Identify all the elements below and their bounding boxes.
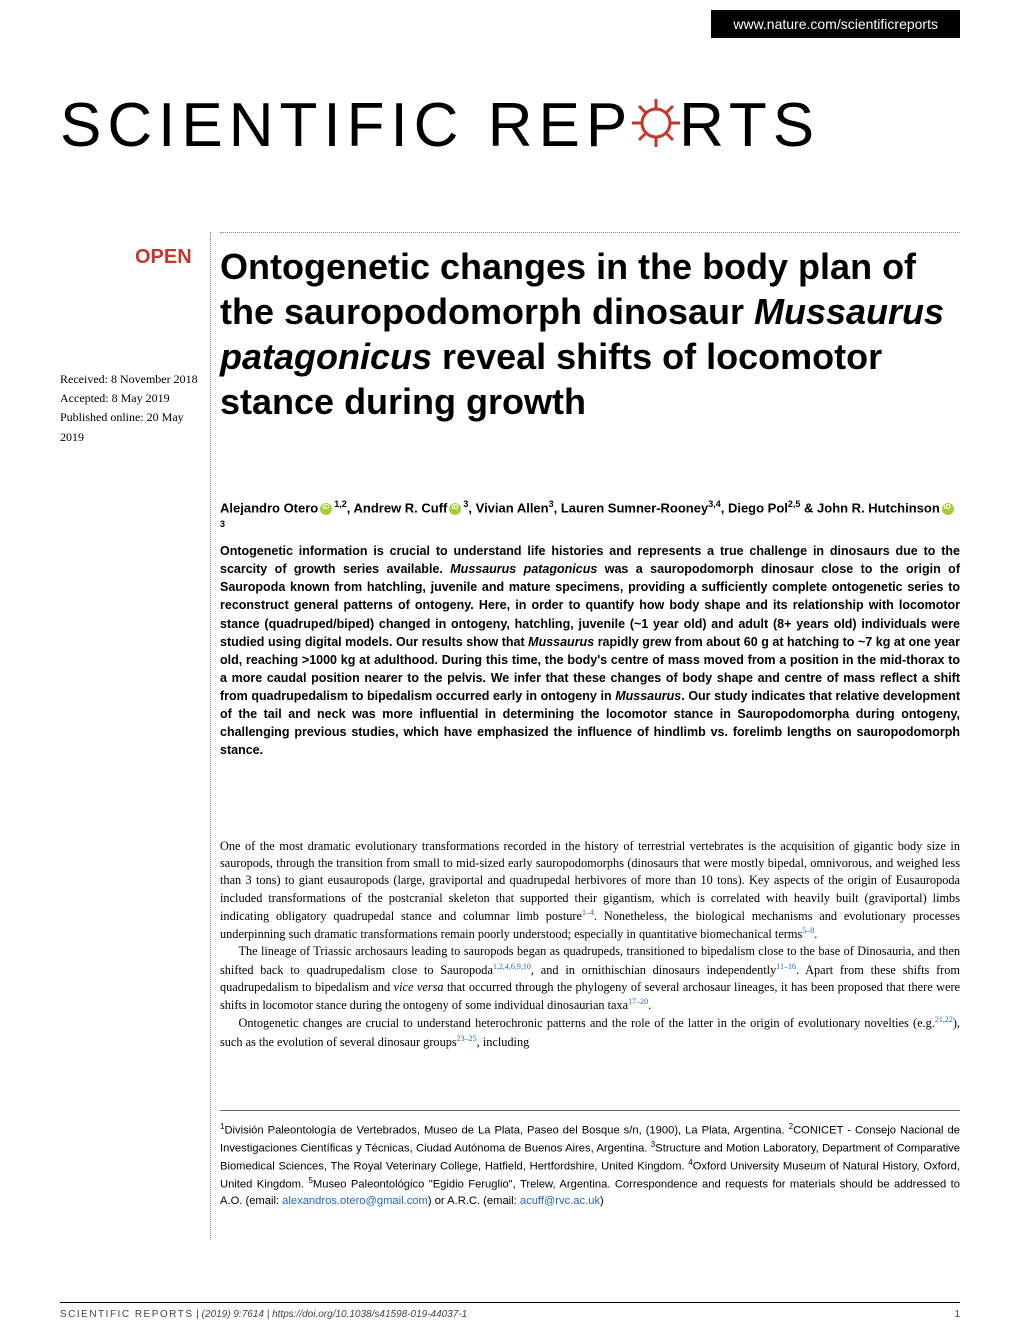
- article-title: Ontogenetic changes in the body plan of …: [220, 244, 960, 424]
- logo-mid: REP: [488, 91, 633, 160]
- received-date: Received: 8 November 2018: [60, 370, 210, 389]
- open-access-badge: OPEN: [135, 246, 192, 269]
- orcid-icon: [449, 503, 461, 515]
- orcid-icon: [942, 503, 954, 515]
- published-date: Published online: 20 May 2019: [60, 408, 210, 446]
- page-number: 1: [954, 1309, 960, 1320]
- site-url-banner[interactable]: www.nature.com/scientificreports: [711, 10, 960, 38]
- top-dotted-divider: [220, 232, 960, 233]
- article-history: Received: 8 November 2018 Accepted: 8 Ma…: [60, 370, 210, 447]
- accepted-date: Accepted: 8 May 2019: [60, 389, 210, 408]
- logo-pre: SCIENTIFIC: [60, 91, 488, 160]
- affiliations: 1División Paleontología de Vertebrados, …: [220, 1110, 960, 1209]
- journal-logo: SCIENTIFIC REP RTS: [60, 90, 820, 165]
- site-url: www.nature.com/scientificreports: [733, 16, 938, 32]
- orcid-icon: [320, 503, 332, 515]
- logo-post: RTS: [679, 91, 820, 160]
- gear-icon: [629, 94, 683, 165]
- footer-citation: (2019) 9:7614 | https://doi.org/10.1038/…: [202, 1309, 468, 1320]
- author-list: Alejandro Otero1,2, Andrew R. Cuff3, Viv…: [220, 498, 960, 538]
- abstract: Ontogenetic information is crucial to un…: [220, 542, 960, 760]
- page-footer: SCIENTIFIC REPORTS | (2019) 9:7614 | htt…: [60, 1302, 960, 1320]
- left-dotted-divider: [210, 232, 211, 1240]
- footer-journal: SCIENTIFIC REPORTS: [60, 1309, 194, 1320]
- body-text: One of the most dramatic evolutionary tr…: [220, 838, 960, 1051]
